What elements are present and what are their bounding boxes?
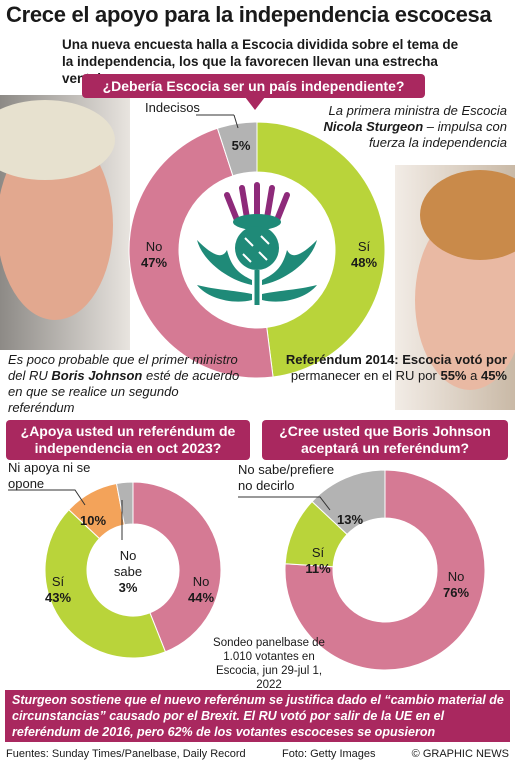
outside-label: Indecisos bbox=[145, 100, 205, 116]
category-label: No bbox=[447, 569, 465, 584]
value-label: 5% bbox=[231, 138, 251, 153]
donut-segment bbox=[44, 509, 167, 659]
category-label: Sí bbox=[51, 574, 65, 589]
segment-label: No sabe 3% bbox=[106, 548, 150, 596]
referendum-note: Referéndum 2014: Escocia votó por perman… bbox=[285, 352, 507, 383]
subtitle: Una nueva encuesta halla a Escocia divid… bbox=[62, 37, 459, 86]
category-label: Sí bbox=[357, 239, 371, 254]
value-label: 11% bbox=[305, 561, 331, 576]
value-label: 48% bbox=[350, 255, 378, 270]
hair bbox=[420, 170, 515, 260]
question-3: ¿Cree usted que Boris Johnson aceptará u… bbox=[262, 420, 508, 460]
thistle bbox=[197, 182, 317, 305]
donut-segment bbox=[128, 127, 274, 379]
value-label: 3% bbox=[118, 580, 138, 595]
credit: © GRAPHIC NEWS bbox=[411, 748, 509, 760]
sturgeon-note: La primera ministra de Escocia Nicola Stu… bbox=[323, 103, 507, 150]
leader bbox=[238, 496, 331, 511]
category-label: No sabe bbox=[113, 548, 143, 579]
donut-segment bbox=[132, 481, 222, 653]
segment-label: 5% bbox=[232, 138, 251, 154]
sources: Fuentes: Sunday Times/Panelbase, Daily R… bbox=[6, 748, 246, 760]
category-label: No bbox=[145, 239, 163, 254]
donut-segment bbox=[115, 481, 134, 526]
segment-label: No 44% bbox=[188, 574, 214, 606]
value-label: 47% bbox=[140, 255, 168, 270]
segment-label: No 47% bbox=[141, 239, 167, 271]
hair bbox=[0, 100, 115, 180]
value-label: 76% bbox=[442, 585, 470, 600]
leader bbox=[8, 489, 86, 506]
photo-credit: Foto: Getty Images bbox=[282, 748, 376, 760]
bottom-note: Sturgeon sostiene que el nuevo referénum… bbox=[12, 693, 504, 739]
segment-label: Sí 43% bbox=[45, 574, 71, 606]
donut-segment bbox=[311, 469, 386, 536]
leader bbox=[233, 114, 239, 129]
question-1: ¿Debería Escocia ser un país independien… bbox=[82, 74, 425, 98]
johnson-note: Es poco probable que el primer ministro … bbox=[8, 352, 240, 415]
donut-segment bbox=[256, 121, 386, 378]
survey-note: Sondeo panelbase de 1.010 votantes en Es… bbox=[213, 637, 325, 691]
outside-label: No sabe/prefiere no decirlo bbox=[238, 462, 348, 494]
question-2: ¿Apoya usted un referéndum de independen… bbox=[6, 420, 250, 460]
title: Crece el apoyo para la independencia esc… bbox=[6, 2, 492, 27]
category-label: Indecisos bbox=[145, 100, 200, 115]
category-label: Ni apoya ni se opone bbox=[8, 460, 91, 491]
banner-pointer bbox=[245, 97, 265, 110]
category-label: No sabe/prefiere no decirlo bbox=[238, 462, 335, 493]
donut-segment bbox=[284, 469, 486, 671]
outside-label: Ni apoya ni se opone bbox=[8, 460, 108, 492]
segment-label: 10% bbox=[80, 513, 106, 529]
value-label: 44% bbox=[187, 590, 215, 605]
segment-label: No 76% bbox=[443, 569, 469, 601]
value-label: 43% bbox=[44, 590, 72, 605]
value-label: 13% bbox=[336, 512, 364, 527]
donut-segment bbox=[216, 121, 258, 177]
bottom-banner bbox=[5, 690, 510, 742]
segment-label: Sí 11% bbox=[305, 545, 330, 577]
category-label: No bbox=[192, 574, 210, 589]
category-label: Sí bbox=[311, 545, 325, 560]
segment-label: 13% bbox=[337, 512, 363, 528]
value-label: 10% bbox=[79, 513, 107, 528]
segment-label: Sí 48% bbox=[351, 239, 377, 271]
